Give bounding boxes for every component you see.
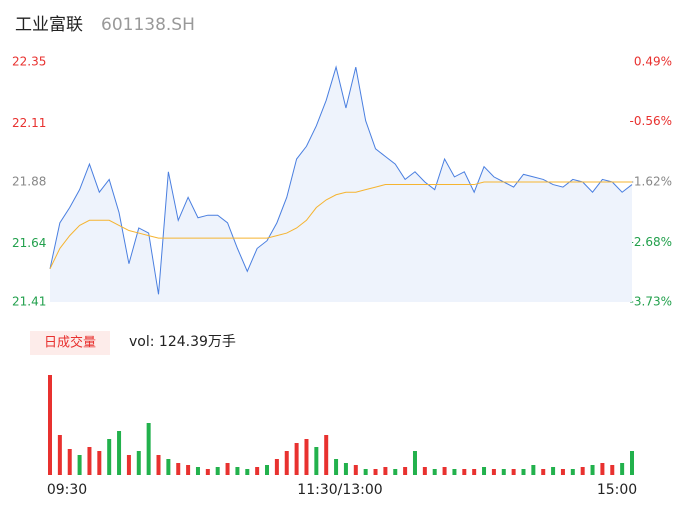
volume-bar [363, 469, 368, 475]
volume-label: 日成交量 [44, 335, 96, 351]
volume-bar [176, 463, 181, 475]
volume-bar [521, 469, 526, 475]
volume-bar [166, 459, 171, 475]
volume-bar [432, 469, 437, 475]
volume-bar [393, 469, 398, 475]
volume-bar [48, 375, 52, 475]
volume-bar [136, 451, 141, 475]
volume-bar [610, 465, 615, 475]
volume-bar [560, 469, 565, 475]
volume-label-box [30, 331, 110, 355]
volume-bar [580, 467, 585, 475]
volume-bar [314, 447, 319, 475]
volume-bar [186, 465, 191, 475]
volume-bar [245, 469, 250, 475]
volume-bar [472, 469, 477, 475]
volume-bar [570, 469, 575, 475]
volume-bar [324, 435, 329, 475]
x-tick-label: 15:00 [597, 482, 637, 498]
price-line [49, 65, 633, 295]
volume-bar [383, 467, 388, 475]
volume-total: vol: 124.39万手 [129, 334, 236, 350]
x-tick-label: 11:30/13:00 [297, 482, 382, 498]
volume-bar [403, 467, 408, 475]
volume-bar [462, 469, 467, 475]
price-area [50, 67, 632, 302]
volume-bar [442, 467, 447, 475]
volume-bar [235, 467, 240, 475]
volume-bar [294, 443, 299, 475]
volume-bar [156, 455, 161, 475]
volume-bar [600, 463, 605, 475]
y2-tick-label: -2.68% [630, 235, 672, 249]
volume-bar [225, 463, 230, 475]
y-tick-label: 21.41 [12, 295, 46, 309]
volume-bar [87, 447, 92, 475]
volume-bar [57, 435, 62, 475]
volume-bar [304, 439, 309, 475]
volume-bar [334, 459, 339, 475]
volume-bar [205, 469, 210, 475]
volume-bar [491, 469, 496, 475]
y2-tick-label: 0.49% [634, 55, 672, 69]
volume-bar [126, 455, 131, 475]
volume-bar [620, 463, 625, 475]
volume-bar [373, 469, 378, 475]
volume-bar [452, 469, 457, 475]
volume-bar [215, 467, 220, 475]
volume-bar [67, 449, 72, 475]
volume-bar [422, 467, 427, 475]
volume-bar [630, 451, 634, 475]
average-line [49, 181, 632, 270]
y-tick-label: 21.64 [12, 236, 46, 250]
volume-bar [343, 463, 348, 475]
y-tick-label: 21.88 [12, 175, 46, 189]
volume-bar [590, 465, 595, 475]
y-tick-label: 22.35 [12, 55, 46, 69]
volume-bar [501, 469, 506, 475]
y2-tick-label: -0.56% [630, 114, 672, 128]
stock-name: 工业富联 [15, 15, 83, 35]
volume-bar [541, 469, 546, 475]
volume-bar [353, 465, 358, 475]
volume-bar [97, 451, 102, 475]
y-tick-label: 22.11 [12, 116, 46, 130]
volume-bar [511, 469, 516, 475]
stock-code: 601138.SH [101, 15, 195, 35]
volume-bar [482, 467, 487, 475]
volume-bar [274, 459, 279, 475]
volume-bar [107, 439, 112, 475]
volume-bar [265, 465, 270, 475]
volume-bar [551, 467, 556, 475]
volume-bar [531, 465, 536, 475]
volume-bar [77, 455, 82, 475]
volume-bar [412, 451, 417, 475]
volume-bar [284, 451, 289, 475]
y2-tick-label: -3.73% [630, 295, 672, 309]
volume-bar [146, 423, 151, 475]
volume-bar [255, 467, 260, 475]
x-tick-label: 09:30 [47, 482, 87, 498]
volume-bar [117, 431, 122, 475]
volume-bar [195, 467, 200, 475]
y2-tick-label: -1.62% [630, 175, 672, 189]
